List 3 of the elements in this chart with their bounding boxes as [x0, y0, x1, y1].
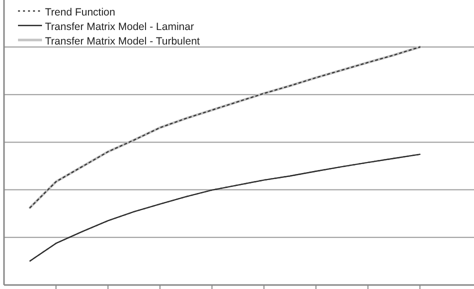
legend-label: Trend Function [45, 6, 116, 18]
legend-label: Transfer Matrix Model - Laminar [45, 21, 194, 33]
legend-label: Transfer Matrix Model - Turbulent [45, 36, 200, 48]
